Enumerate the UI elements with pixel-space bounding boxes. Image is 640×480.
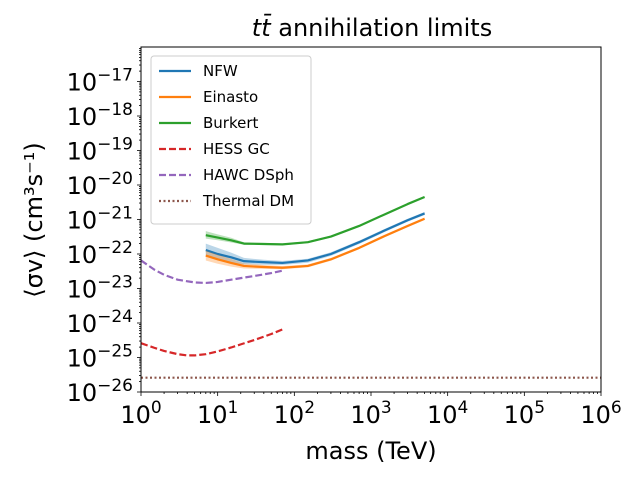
x-axis: 100 101 102 103 104 105 106 [120,392,622,429]
title-rest: annihilation limits [271,14,493,42]
x-tick-exponent: 4 [458,398,469,418]
y-tick-label: 10−22 [67,238,133,269]
series-band-einasto [205,217,425,270]
series-line-nfw [205,212,426,265]
y-tick-base: 10 [67,103,98,131]
x-tick-exponent: 5 [534,398,545,418]
legend-label: Einasto [203,88,258,106]
legend: NFW Einasto Burkert HESS GC HAWC DSph Thermal… [150,55,312,225]
series-band-nfw [205,212,425,265]
x-tick-exponent: 1 [228,398,239,418]
y-axis: 10−2610−2510−2410−2310−2210−2110−2010−19… [67,48,141,407]
legend-label: HAWC DSph [203,166,294,184]
x-tick-label: 104 [427,398,468,429]
y-tick-base: 10 [67,138,98,166]
y-tick-base: 10 [67,69,98,97]
y-tick-exponent: −17 [97,66,133,86]
x-tick-exponent: 6 [611,398,622,418]
legend-label: HESS GC [203,140,270,158]
x-tick-base: 10 [580,401,611,429]
x-tick-exponent: 3 [381,398,392,418]
x-tick-label: 105 [504,398,545,429]
y-tick-base: 10 [67,310,98,338]
y-tick-label: 10−20 [67,169,133,200]
y-tick-base: 10 [67,276,98,304]
x-tick-label: 106 [580,398,621,429]
y-tick-label: 10−17 [67,66,133,97]
title-main: tt̄ [252,13,272,42]
y-tick-label: 10−24 [67,307,133,338]
y-tick-exponent: −25 [97,342,133,362]
y-tick-exponent: −22 [97,238,133,258]
x-tick-label: 101 [197,398,238,429]
y-tick-label: 10−19 [67,135,133,166]
chart-title: tt̄ annihilation limits [252,13,492,42]
x-tick-label: 102 [274,398,315,429]
x-tick-exponent: 2 [304,398,315,418]
y-tick-base: 10 [67,207,98,235]
y-tick-base: 10 [67,172,98,200]
x-tick-base: 10 [427,401,458,429]
y-tick-label: 10−26 [67,376,133,407]
x-tick-label: 100 [120,398,161,429]
x-tick-base: 10 [350,401,381,429]
x-tick-base: 10 [274,401,305,429]
series-line-einasto [205,217,426,269]
y-tick-exponent: −24 [97,307,133,327]
y-tick-base: 10 [67,345,98,373]
y-tick-exponent: −21 [97,204,133,224]
y-tick-exponent: −19 [97,135,133,155]
series-layer [141,195,601,379]
x-tick-exponent: 0 [151,398,162,418]
series-line-hess-gc [141,328,283,357]
x-tick-label: 103 [350,398,391,429]
legend-label: Burkert [203,114,259,132]
x-tick-base: 10 [197,401,228,429]
y-tick-exponent: −26 [97,376,133,396]
x-axis-label: mass (TeV) [305,437,436,465]
y-tick-label: 10−18 [67,100,133,131]
y-tick-base: 10 [67,241,98,269]
y-tick-exponent: −20 [97,169,133,189]
y-tick-label: 10−25 [67,342,133,373]
y-tick-label: 10−21 [67,204,133,235]
series-line-burkert [205,195,426,246]
legend-label: Thermal DM [202,192,294,210]
y-tick-exponent: −23 [97,273,133,293]
y-tick-label: 10−23 [67,273,133,304]
y-tick-base: 10 [67,379,98,407]
x-tick-base: 10 [120,401,151,429]
legend-label: NFW [203,62,238,80]
y-axis-label: ⟨σv⟩ (cm³s⁻¹) [20,142,48,297]
y-tick-exponent: −18 [97,100,133,120]
x-tick-base: 10 [504,401,535,429]
series-line-hawc-dsph [141,259,283,285]
